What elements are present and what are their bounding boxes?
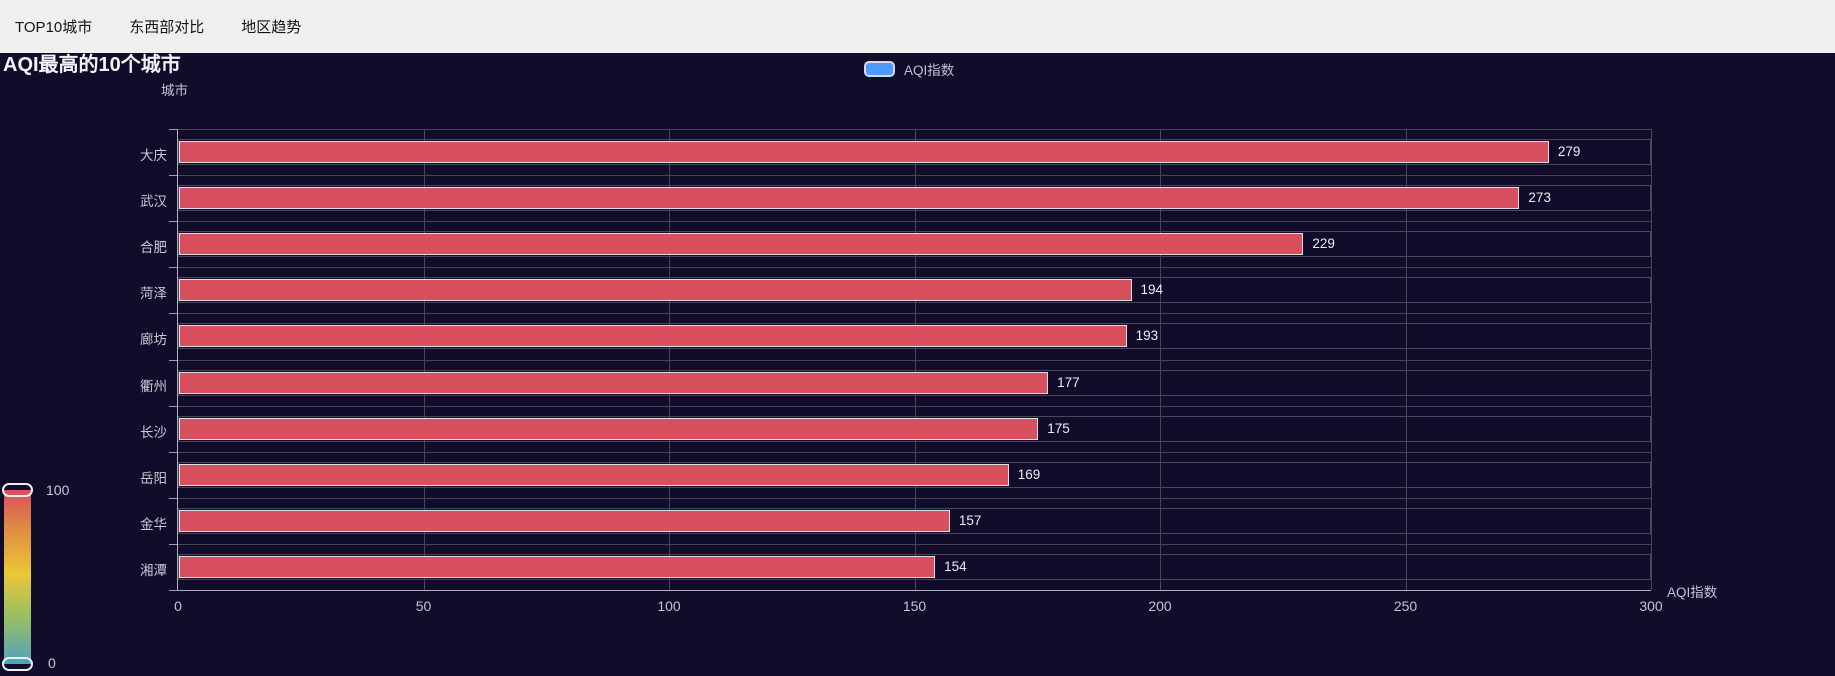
y-axis-tick	[169, 590, 178, 591]
x-gridline	[1651, 129, 1652, 590]
aqi-bar[interactable]	[179, 509, 950, 532]
y-axis-category-label: 菏泽	[140, 286, 167, 302]
nav-tab-east-west[interactable]: 东西部对比	[129, 19, 205, 36]
row-separator	[178, 497, 1651, 499]
y-axis-tick	[169, 543, 178, 545]
bar-value-label: 194	[1140, 282, 1164, 298]
aqi-bar[interactable]	[179, 141, 1549, 164]
visual-map-min-label: 0	[48, 655, 56, 671]
top-navbar: TOP10城市 东西部对比 地区趋势	[0, 0, 1835, 53]
bar-row-background	[178, 185, 1651, 212]
aqi-bar[interactable]	[179, 279, 1132, 302]
bar-value-label: 157	[958, 512, 982, 528]
chart-title: AQI最高的10个城市	[3, 54, 181, 76]
y-axis-tick	[169, 175, 178, 177]
x-tick-label: 150	[902, 598, 927, 614]
aqi-bar[interactable]	[179, 417, 1039, 440]
bar-value-label: 169	[1017, 466, 1041, 482]
row-separator	[178, 543, 1651, 545]
bar-row-background	[178, 507, 1651, 534]
legend-item-aqi[interactable]: AQI指数	[864, 59, 954, 79]
row-separator	[178, 129, 1651, 130]
x-tick-label: 300	[1639, 598, 1663, 614]
row-separator	[178, 359, 1651, 361]
bar-row-background	[178, 461, 1651, 488]
x-tick-label: 50	[415, 598, 432, 614]
y-axis-category-label: 廊坊	[140, 332, 167, 348]
visual-map-min-handle[interactable]	[2, 657, 33, 671]
y-axis-tick	[169, 267, 178, 269]
y-axis-tick	[169, 451, 178, 453]
aqi-bar[interactable]	[179, 187, 1520, 210]
y-axis-tick	[169, 313, 178, 315]
y-axis-tick	[169, 405, 178, 407]
bar-row-background	[178, 231, 1651, 258]
x-tick-label: 250	[1393, 598, 1418, 614]
bar-value-label: 154	[944, 558, 967, 574]
x-axis-name: AQI指数	[1667, 585, 1718, 600]
bar-row-background	[178, 553, 1651, 580]
x-axis-line	[178, 590, 1651, 591]
nav-tab-top10[interactable]: TOP10城市	[15, 19, 93, 36]
bar-row-background	[178, 277, 1651, 304]
bar-value-label: 175	[1047, 420, 1070, 436]
y-axis-tick	[169, 221, 178, 223]
y-axis-category-label: 武汉	[140, 194, 167, 210]
row-separator	[178, 313, 1651, 315]
row-separator	[178, 221, 1651, 223]
row-separator	[178, 175, 1651, 177]
y-axis-name: 城市	[161, 83, 188, 98]
y-axis-category-label: 金华	[140, 516, 167, 532]
legend-marker-icon	[864, 61, 895, 77]
y-axis-category-label: 合肥	[140, 240, 167, 256]
visual-map-max-label: 100	[46, 482, 70, 498]
bar-row-background	[178, 415, 1651, 442]
bar-value-label: 279	[1557, 144, 1581, 160]
row-separator	[178, 451, 1651, 453]
legend-label: AQI指数	[904, 63, 955, 78]
aqi-bar[interactable]	[179, 463, 1009, 486]
bar-value-label: 229	[1312, 236, 1335, 252]
row-separator	[178, 267, 1651, 269]
bar-value-label: 273	[1528, 190, 1551, 206]
x-tick-label: 0	[174, 598, 182, 614]
nav-tab-region-trend[interactable]: 地区趋势	[241, 19, 302, 36]
aqi-bar[interactable]	[179, 325, 1127, 348]
aqi-bar[interactable]	[179, 233, 1304, 256]
x-tick-label: 200	[1148, 598, 1172, 614]
bar-value-label: 177	[1057, 374, 1080, 390]
visual-map-max-handle[interactable]	[2, 483, 33, 497]
y-axis-line	[177, 129, 178, 591]
y-axis-tick	[169, 359, 178, 361]
bar-row-background	[178, 369, 1651, 396]
bar-row-background	[178, 323, 1651, 350]
y-axis-category-label: 衢州	[140, 378, 167, 394]
y-axis-category-label: 长沙	[140, 424, 167, 440]
bar-row-background	[178, 139, 1651, 166]
y-axis-category-label: 湘潭	[140, 562, 167, 578]
y-axis-tick	[169, 129, 178, 130]
aqi-bar[interactable]	[179, 371, 1049, 394]
bar-value-label: 193	[1135, 328, 1159, 344]
y-axis-category-label: 岳阳	[140, 470, 167, 486]
y-axis-tick	[169, 497, 178, 499]
x-tick-label: 100	[657, 598, 681, 614]
row-separator	[178, 405, 1651, 407]
aqi-bar[interactable]	[179, 555, 936, 578]
y-axis-category-label: 大庆	[140, 148, 167, 164]
visual-map-gradient-bar	[4, 490, 31, 664]
